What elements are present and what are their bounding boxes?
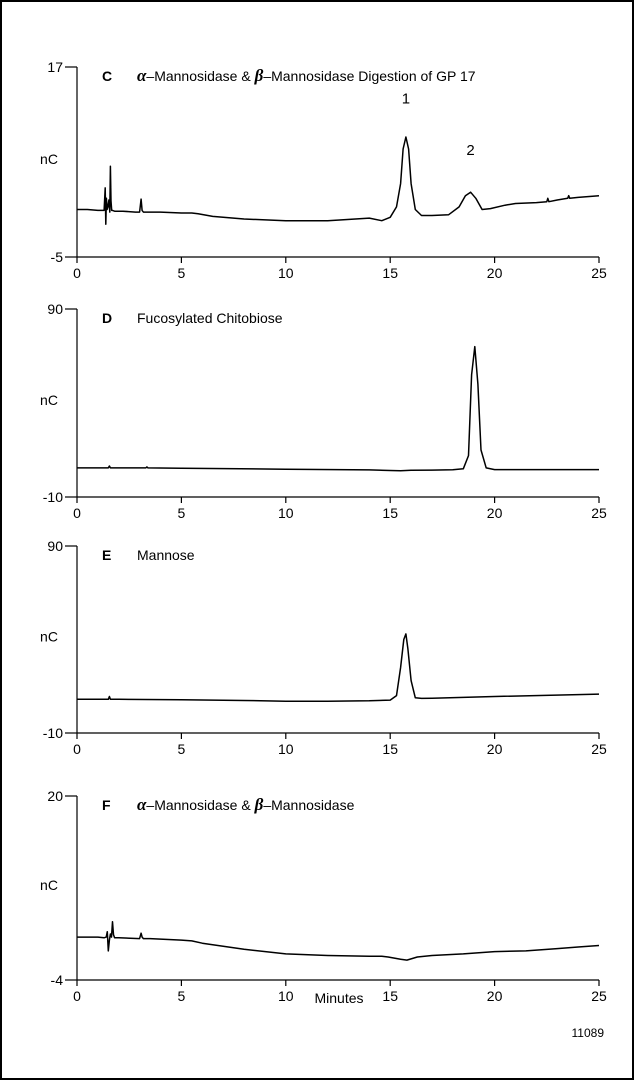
chromatogram-trace bbox=[77, 136, 600, 225]
chromatogram-trace bbox=[77, 920, 600, 961]
y-axis-label: nC bbox=[40, 629, 58, 645]
x-axis-title: Minutes bbox=[314, 990, 363, 1006]
title-text: –Mannosidase bbox=[263, 797, 354, 813]
x-tick-label: 15 bbox=[382, 741, 398, 757]
title-text: –Mannosidase & bbox=[146, 68, 254, 84]
x-tick-label: 20 bbox=[487, 505, 503, 521]
figure-id: 11089 bbox=[572, 1026, 605, 1040]
y-tick-label: 90 bbox=[47, 301, 63, 317]
title-text: Fucosylated Chitobiose bbox=[137, 310, 283, 326]
greek-symbol: β bbox=[254, 66, 264, 85]
y-tick-label: 17 bbox=[47, 59, 63, 75]
panel-title: Fucosylated Chitobiose bbox=[137, 310, 283, 326]
y-tick-label: 90 bbox=[47, 538, 63, 554]
panel-e: 90 -10 nC 0 5 10 15 20 25 E Mannose bbox=[40, 538, 607, 757]
x-tick-label: 25 bbox=[591, 741, 607, 757]
x-tick-label: 15 bbox=[382, 505, 398, 521]
panel-f: 20 -4 nC 0 5 10 15 20 25 F α–Mannosidase & β–Manno… bbox=[40, 788, 607, 1004]
x-tick-label: 25 bbox=[591, 988, 607, 1004]
x-tick-label: 5 bbox=[178, 265, 186, 281]
panel-letter: D bbox=[102, 310, 112, 326]
x-tick-label: 15 bbox=[382, 988, 398, 1004]
y-tick-label: 20 bbox=[47, 788, 63, 804]
x-tick-label: 20 bbox=[487, 741, 503, 757]
title-text: –Mannosidase Digestion of GP 17 bbox=[263, 68, 475, 84]
y-axis-label: nC bbox=[40, 392, 58, 408]
x-tick-label: 5 bbox=[178, 741, 186, 757]
peak-label: 2 bbox=[466, 142, 474, 159]
y-tick-label: -5 bbox=[51, 249, 64, 265]
panel-title: α–Mannosidase & β–Mannosidase Digestion … bbox=[137, 66, 476, 85]
panel-d: 90 -10 nC 0 5 10 15 20 25 D Fucosylated Chitobiose bbox=[40, 301, 607, 521]
x-tick-label: 5 bbox=[178, 988, 186, 1004]
chromatogram-trace bbox=[77, 345, 599, 472]
x-tick-label: 20 bbox=[487, 265, 503, 281]
x-tick-label: 10 bbox=[278, 988, 294, 1004]
x-tick-label: 10 bbox=[278, 741, 294, 757]
y-axis-label: nC bbox=[40, 151, 58, 167]
x-tick-label: 20 bbox=[487, 988, 503, 1004]
x-tick-label: 5 bbox=[178, 505, 186, 521]
x-tick-label: 0 bbox=[73, 988, 81, 1004]
y-tick-label: -10 bbox=[43, 725, 63, 741]
title-text: Mannose bbox=[137, 547, 195, 563]
greek-symbol: α bbox=[137, 66, 147, 85]
peak-label: 1 bbox=[402, 90, 410, 107]
y-axis-label: nC bbox=[40, 877, 58, 893]
panel-title: α–Mannosidase & β–Mannosidase bbox=[137, 795, 355, 814]
x-tick-label: 10 bbox=[278, 265, 294, 281]
panel-title: Mannose bbox=[137, 547, 195, 563]
x-tick-label: 10 bbox=[278, 505, 294, 521]
y-tick-label: -10 bbox=[43, 489, 63, 505]
panel-letter: E bbox=[102, 547, 111, 563]
chromatogram-trace bbox=[77, 633, 600, 702]
x-tick-label: 15 bbox=[382, 265, 398, 281]
greek-symbol: β bbox=[254, 795, 264, 814]
panel-c: 17 -5 nC 0 5 10 15 20 25 C α–Mannosidase & β–Manno… bbox=[40, 59, 607, 281]
title-text: –Mannosidase & bbox=[146, 797, 254, 813]
x-tick-label: 25 bbox=[591, 505, 607, 521]
greek-symbol: α bbox=[137, 795, 147, 814]
x-tick-label: 25 bbox=[591, 265, 607, 281]
x-tick-label: 0 bbox=[73, 505, 81, 521]
y-tick-label: -4 bbox=[51, 972, 64, 988]
panel-letter: C bbox=[102, 68, 112, 84]
x-tick-label: 0 bbox=[73, 265, 81, 281]
panel-letter: F bbox=[102, 797, 111, 813]
x-tick-label: 0 bbox=[73, 741, 81, 757]
